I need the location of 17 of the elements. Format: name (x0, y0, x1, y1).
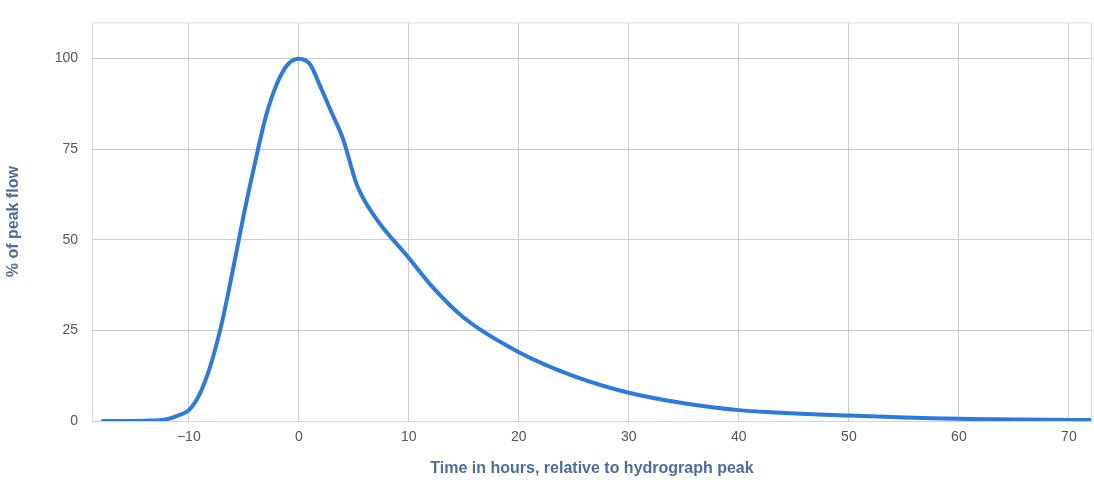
y-tick-label: 75 (62, 140, 79, 157)
line-series (101, 56, 1092, 421)
x-tick-label: 0 (294, 428, 303, 445)
y-tick-label: 25 (62, 321, 79, 338)
y-tick-label: 0 (70, 411, 79, 428)
x-tick-label: 50 (841, 428, 857, 445)
x-tick-label: 20 (511, 428, 527, 445)
x-tick-label: 70 (1061, 428, 1077, 445)
x-tick-label: 30 (621, 428, 637, 445)
y-tick-label: 100 (54, 49, 79, 66)
x-tick-label: 40 (731, 428, 747, 445)
x-tick-label: 60 (951, 428, 967, 445)
y-tick-label: 50 (62, 230, 79, 247)
x-axis-title: Time in hours, relative to hydrograph peak (430, 458, 754, 476)
x-tick-label: −10 (176, 428, 201, 445)
y-axis-title: % of peak flow (4, 165, 22, 278)
x-tick-label: 10 (401, 428, 417, 445)
